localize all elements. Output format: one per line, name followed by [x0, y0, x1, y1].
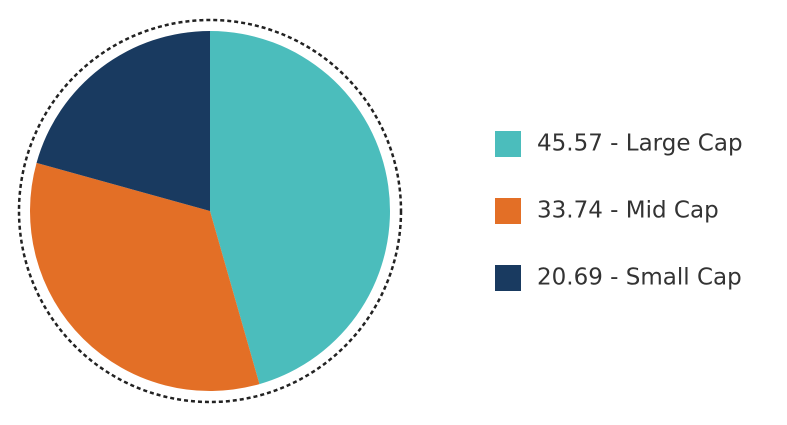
legend-label: 20.69 - Small Cap — [537, 265, 742, 291]
legend-swatch — [495, 265, 521, 291]
legend-swatch — [495, 131, 521, 157]
legend-label: 45.57 - Large Cap — [537, 131, 743, 157]
legend-label: 33.74 - Mid Cap — [537, 198, 719, 224]
pie-slice — [210, 31, 391, 385]
dashed-outline — [17, 18, 403, 404]
pie-slice — [30, 162, 260, 391]
legend-swatch — [495, 198, 521, 224]
pie-slice — [36, 31, 210, 211]
